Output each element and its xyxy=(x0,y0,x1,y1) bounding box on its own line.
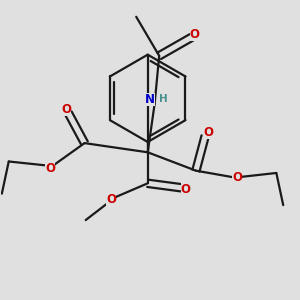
Text: O: O xyxy=(106,193,116,206)
Text: N: N xyxy=(145,93,155,106)
Text: O: O xyxy=(181,182,190,196)
Text: H: H xyxy=(159,94,168,104)
Text: O: O xyxy=(45,162,55,175)
Text: O: O xyxy=(232,171,242,184)
Text: O: O xyxy=(204,126,214,139)
Text: O: O xyxy=(61,103,71,116)
Text: O: O xyxy=(190,28,200,40)
